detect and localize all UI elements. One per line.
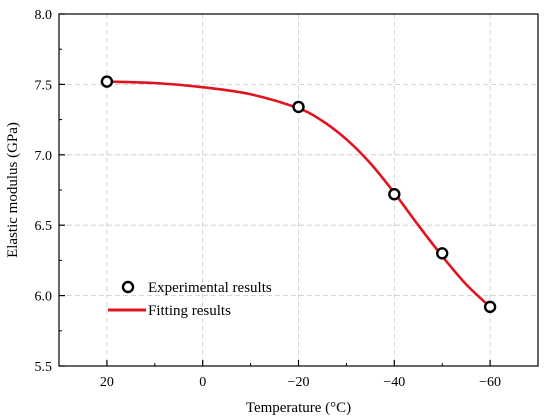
y-tick-label: 8.0: [35, 8, 53, 23]
x-tick-label: −40: [383, 375, 405, 390]
experimental-point: [483, 300, 497, 314]
y-tick-label: 7.0: [35, 149, 53, 164]
y-axis-title: Elastic modulus (GPa): [5, 122, 21, 258]
x-tick-label: −20: [288, 375, 310, 390]
y-tick-label: 5.5: [35, 360, 53, 375]
experimental-points-layer: [100, 75, 497, 314]
x-tick-label: 20: [100, 375, 114, 390]
y-tick-label: 6.5: [35, 219, 53, 234]
experimental-point: [100, 75, 114, 88]
experimental-point: [388, 188, 401, 201]
x-tick-label: 0: [199, 375, 206, 390]
legend-label-experimental: Experimental results: [148, 280, 272, 296]
legend: Experimental results Fitting results: [108, 280, 272, 319]
x-axis-title: Temperature (°C): [246, 400, 351, 416]
experimental-point: [436, 247, 449, 260]
y-tick-label: 7.5: [35, 78, 53, 93]
x-tick-label: −60: [479, 375, 501, 390]
grid: [59, 13, 538, 367]
legend-marker-experimental: [121, 280, 135, 294]
experimental-point: [292, 100, 305, 114]
legend-label-fitting: Fitting results: [148, 303, 231, 319]
axis-ticks: 20 0 −20 −40 −60 5.5 6.0 6.5 7.0 7.5 8.0: [35, 8, 502, 390]
y-tick-label: 6.0: [35, 290, 53, 305]
